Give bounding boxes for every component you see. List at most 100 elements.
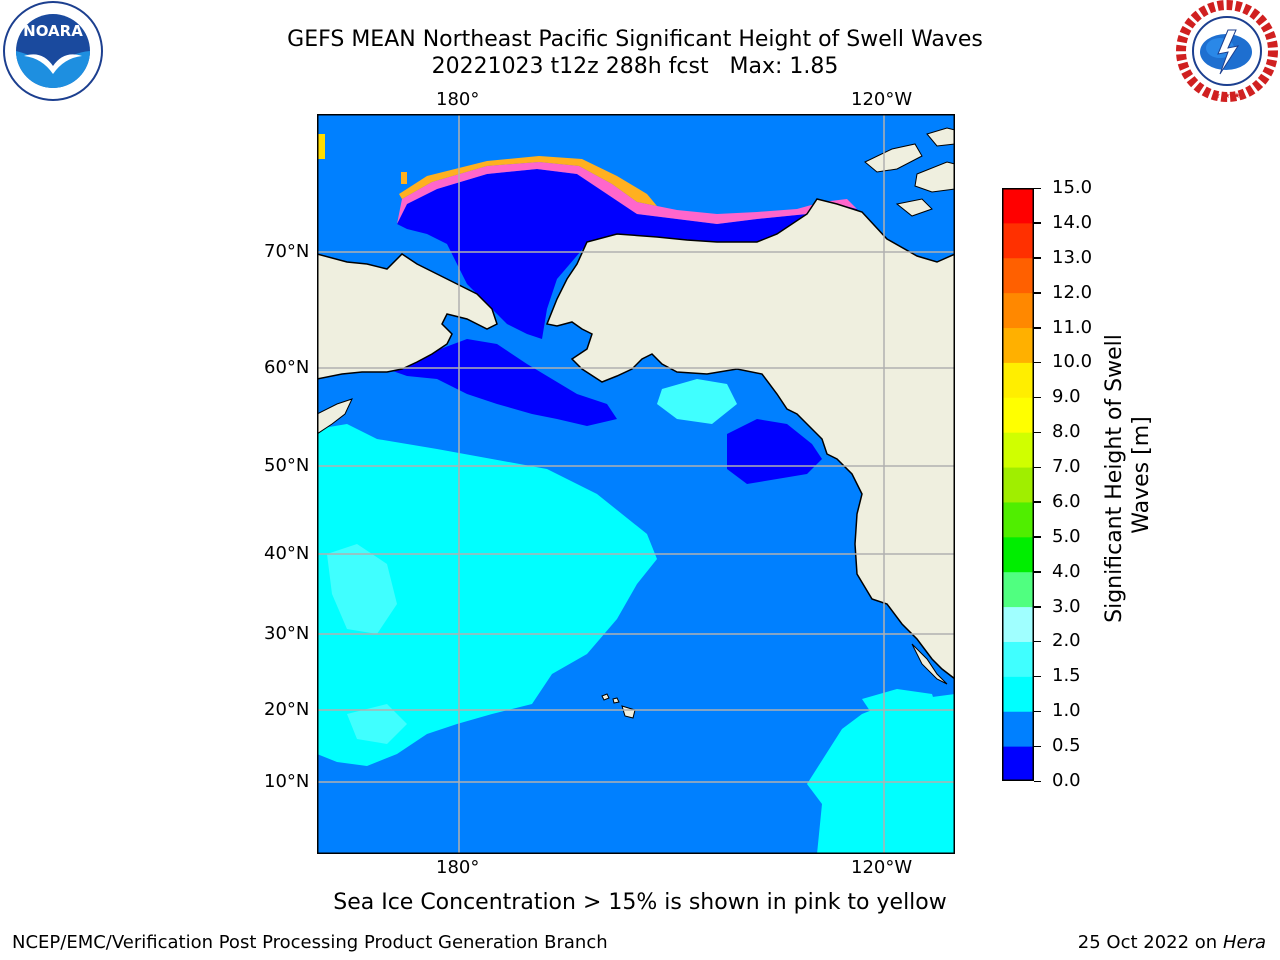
colorbar-tick-label: 6.0 (1052, 490, 1081, 512)
colorbar-segment (1002, 397, 1034, 433)
colorbar-segments (1002, 188, 1034, 781)
land-arctic-island-1 (864, 143, 923, 173)
colorbar-tick-label: 13.0 (1052, 246, 1093, 268)
colorbar-tick-mark (1034, 431, 1041, 434)
swell-patch-gulf (657, 379, 737, 424)
colorbar-label: Significant Height of Swell Waves [m] (1102, 327, 1154, 623)
colorbar-segment (1002, 257, 1034, 294)
colorbar-tick-label: 8.0 (1052, 421, 1081, 443)
land-north-america (545, 198, 955, 680)
colorbar-tick-label: 0.5 (1052, 735, 1081, 757)
lat-label-10n: 10°N (264, 771, 310, 792)
colorbar-segment (1002, 432, 1034, 468)
date-text: 25 Oct 2022 on (1077, 932, 1223, 953)
colorbar-segment (1002, 571, 1034, 608)
colorbar-tick-mark (1034, 187, 1041, 189)
colorbar-label-line2: Waves [m] (1129, 416, 1154, 533)
colorbar-tick-label: 2.0 (1052, 630, 1081, 652)
colorbar-tick-mark (1034, 361, 1041, 364)
swell-patch-1 (327, 544, 397, 634)
colorbar-tick-label: 4.0 (1052, 560, 1081, 582)
colorbar-tick-label: 5.0 (1052, 525, 1081, 547)
colorbar-tick-mark (1034, 327, 1041, 329)
lat-label-30n: 30°N (264, 623, 310, 644)
machine-name: Hera (1222, 932, 1266, 953)
land-arctic-island-2 (914, 161, 955, 193)
colorbar-tick-mark (1034, 536, 1041, 538)
colorbar-tick-mark (1034, 257, 1041, 259)
lat-label-60n: 60°N (264, 357, 310, 378)
colorbar-tick-label: 10.0 (1052, 351, 1093, 373)
map-frame (317, 114, 955, 854)
lon-label-top-180: 180° (436, 89, 480, 110)
sea-ice-orange-2 (401, 172, 407, 184)
colorbar-tick-label: 11.0 (1052, 316, 1093, 338)
swell-patch-2 (347, 704, 407, 744)
colorbar-segment (1002, 536, 1034, 573)
colorbar-segment (1002, 501, 1034, 538)
lat-label-40n: 40°N (264, 543, 310, 564)
colorbar (1002, 188, 1034, 781)
svg-text:★ ★ ★: ★ ★ ★ (1213, 91, 1240, 100)
colorbar-tick-mark (1034, 571, 1041, 573)
colorbar-tick-mark (1034, 640, 1041, 643)
colorbar-segment (1002, 362, 1034, 398)
colorbar-tick-label: 14.0 (1052, 211, 1093, 233)
colorbar-segment (1002, 641, 1034, 677)
colorbar-segment (1002, 188, 1034, 224)
colorbar-tick-mark (1034, 710, 1041, 713)
nws-logo: ★ ★ ★ (1176, 0, 1278, 102)
colorbar-tick-mark (1034, 292, 1041, 294)
land-baja (911, 643, 948, 685)
land-asia (317, 253, 498, 380)
plot-title: GEFS MEAN Northeast Pacific Significant … (287, 27, 983, 52)
credit-line: NCEP/EMC/Verification Post Processing Pr… (12, 932, 608, 953)
lat-label-50n: 50°N (264, 455, 310, 476)
lat-label-70n: 70°N (264, 241, 310, 262)
lon-label-top-120w: 120°W (851, 89, 913, 110)
colorbar-tick-mark (1034, 606, 1041, 608)
colorbar-segment (1002, 746, 1034, 781)
colorbar-tick-mark (1034, 396, 1041, 399)
colorbar-label-line1: Significant Height of Swell (1102, 334, 1127, 623)
colorbar-segment (1002, 292, 1034, 329)
sea-ice-yellow-1 (317, 134, 325, 159)
colorbar-tick-mark (1034, 675, 1041, 678)
colorbar-segment (1002, 222, 1034, 259)
sea-ice-note: Sea Ice Concentration > 15% is shown in … (333, 890, 947, 915)
colorbar-tick-label: 1.5 (1052, 665, 1081, 687)
colorbar-tick-label: 3.0 (1052, 595, 1081, 617)
colorbar-tick-label: 9.0 (1052, 386, 1081, 408)
land-arctic-island-4 (895, 198, 933, 217)
swell-region-central (317, 424, 657, 766)
land-kamchatka (317, 398, 353, 435)
swell-region-southeast (807, 694, 955, 854)
colorbar-tick-mark (1034, 501, 1041, 503)
svg-text:Significant Height of Swell: Significant Height of Swell Waves [m] (1102, 327, 1154, 623)
colorbar-tick-label: 7.0 (1052, 456, 1081, 478)
colorbar-tick-mark (1034, 780, 1041, 782)
colorbar-tick-label: 1.0 (1052, 700, 1081, 722)
colorbar-segment (1002, 467, 1034, 503)
colorbar-tick-mark (1034, 466, 1041, 469)
colorbar-frame (1002, 188, 1034, 781)
colorbar-tick-mark (1034, 222, 1041, 224)
calm-region-bering (387, 339, 617, 426)
plot-subtitle: 20221023 t12z 288h fcst Max: 1.85 (431, 54, 839, 79)
colorbar-segment (1002, 676, 1034, 712)
date-line: 25 Oct 2022 on Hera (1078, 932, 1266, 953)
colorbar-tick-label: 12.0 (1052, 281, 1093, 303)
colorbar-segment (1002, 711, 1034, 747)
colorbar-tick-label: 0.0 (1052, 770, 1081, 791)
map-panel (317, 114, 955, 854)
lon-label-bottom-120w: 120°W (851, 857, 913, 878)
lat-label-20n: 20°N (264, 699, 310, 720)
land-arctic-island-3 (926, 127, 955, 147)
noaa-logo: NOARA (3, 1, 103, 101)
land-hawaii (601, 693, 636, 719)
colorbar-tick-label: 15.0 (1052, 177, 1093, 198)
colorbar-tick-mark (1034, 745, 1041, 748)
graticule (317, 114, 955, 854)
colorbar-segment (1002, 606, 1034, 642)
colorbar-segment (1002, 327, 1034, 363)
